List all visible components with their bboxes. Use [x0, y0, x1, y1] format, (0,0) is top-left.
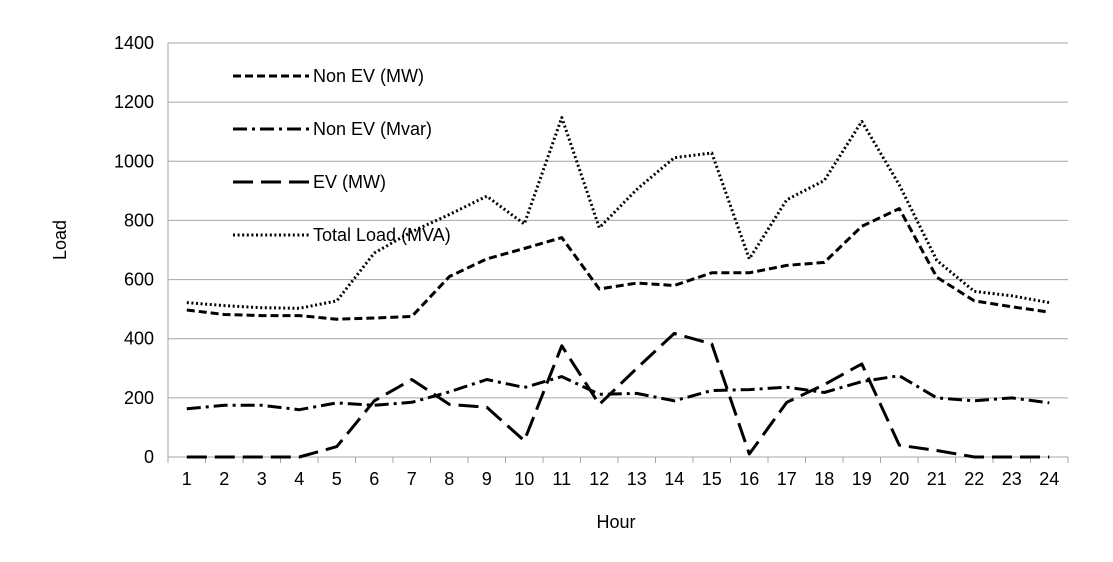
legend: Non EV (MW) Non EV (Mvar) EV (MW) Total Loa…	[233, 66, 451, 245]
x-tick-label: 9	[482, 469, 492, 489]
x-tick-label: 14	[664, 469, 684, 489]
x-tick-label: 24	[1039, 469, 1059, 489]
x-tick-label: 23	[1002, 469, 1022, 489]
y-tick-label: 1000	[114, 151, 154, 171]
x-tick-label: 10	[514, 469, 534, 489]
y-tick-label: 1200	[114, 92, 154, 112]
x-tick-label: 18	[814, 469, 834, 489]
series-line-3	[186, 331, 1050, 459]
y-tick-label: 0	[144, 447, 154, 467]
x-tick-label: 11	[552, 469, 571, 489]
x-tick-label: 17	[777, 469, 797, 489]
x-tick-label: 13	[627, 469, 647, 489]
x-tick-label: 2	[219, 469, 229, 489]
series-line-2	[186, 374, 1050, 412]
x-tick-label: 20	[889, 469, 909, 489]
x-tick-label: 1	[182, 469, 192, 489]
series-line-1	[186, 207, 1050, 321]
x-axis-title: Hour	[596, 512, 635, 532]
legend-label-1: Non EV (MW)	[313, 66, 424, 86]
x-tick-label: 15	[702, 469, 722, 489]
x-tick-label: 8	[444, 469, 454, 489]
x-tick-label: 19	[852, 469, 872, 489]
x-tick-label: 3	[257, 469, 267, 489]
legend-label-4: Total Load (MVA)	[313, 225, 451, 245]
x-tick-label: 7	[407, 469, 417, 489]
x-tick-label: 12	[589, 469, 609, 489]
series-line-4	[186, 116, 1050, 310]
x-tick-label: 16	[739, 469, 759, 489]
x-tick-label: 21	[927, 469, 947, 489]
legend-label-2: Non EV (Mvar)	[313, 119, 432, 139]
x-tick-label: 22	[964, 469, 984, 489]
x-tick-label: 4	[294, 469, 304, 489]
y-tick-label: 1400	[114, 33, 154, 53]
x-tick-label: 6	[369, 469, 379, 489]
legend-label-3: EV (MW)	[313, 172, 386, 192]
series-lines	[186, 116, 1050, 459]
y-tick-label: 400	[124, 329, 154, 349]
x-tick-label: 5	[332, 469, 342, 489]
y-tick-label: 200	[124, 388, 154, 408]
gridlines	[168, 42, 1068, 399]
y-axis-title: Load	[50, 220, 70, 260]
y-tick-label: 800	[124, 210, 154, 230]
y-tick-label: 600	[124, 270, 154, 290]
